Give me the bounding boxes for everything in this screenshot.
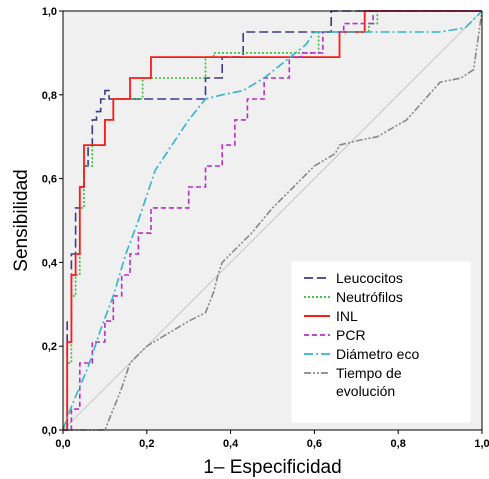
legend-label-5: Diámetro eco bbox=[336, 346, 419, 362]
legend-label-1: Leucocitos bbox=[336, 270, 403, 286]
y-tick-label: 0,6 bbox=[42, 174, 57, 186]
y-tick-label: 0,4 bbox=[42, 257, 58, 269]
y-tick-label: 0,8 bbox=[42, 90, 57, 102]
x-tick-label: 0,4 bbox=[223, 438, 239, 450]
x-tick-label: 0,8 bbox=[391, 438, 406, 450]
x-tick-label: 0,0 bbox=[55, 438, 70, 450]
legend: Leucocitos Neutrófilos INL PCR Diámetro eco T… bbox=[292, 262, 470, 422]
legend-label-3: INL bbox=[336, 308, 358, 324]
x-axis-label: 1– Especificidad bbox=[203, 457, 341, 478]
legend-label-4: PCR bbox=[336, 327, 366, 343]
legend-label-6: evolución bbox=[336, 383, 395, 399]
legend-label-6: Tiempo de bbox=[336, 365, 402, 381]
y-axis-label: Sensibilidad bbox=[11, 169, 32, 271]
y-tick-label: 1,0 bbox=[42, 6, 57, 18]
x-tick-label: 1,0 bbox=[474, 438, 489, 450]
x-tick-label: 0,6 bbox=[307, 438, 322, 450]
x-tick-label: 0,2 bbox=[139, 438, 154, 450]
legend-label-2: Neutrófilos bbox=[336, 289, 403, 305]
y-tick-label: 0,0 bbox=[42, 425, 57, 437]
y-tick-label: 0,2 bbox=[42, 341, 57, 353]
